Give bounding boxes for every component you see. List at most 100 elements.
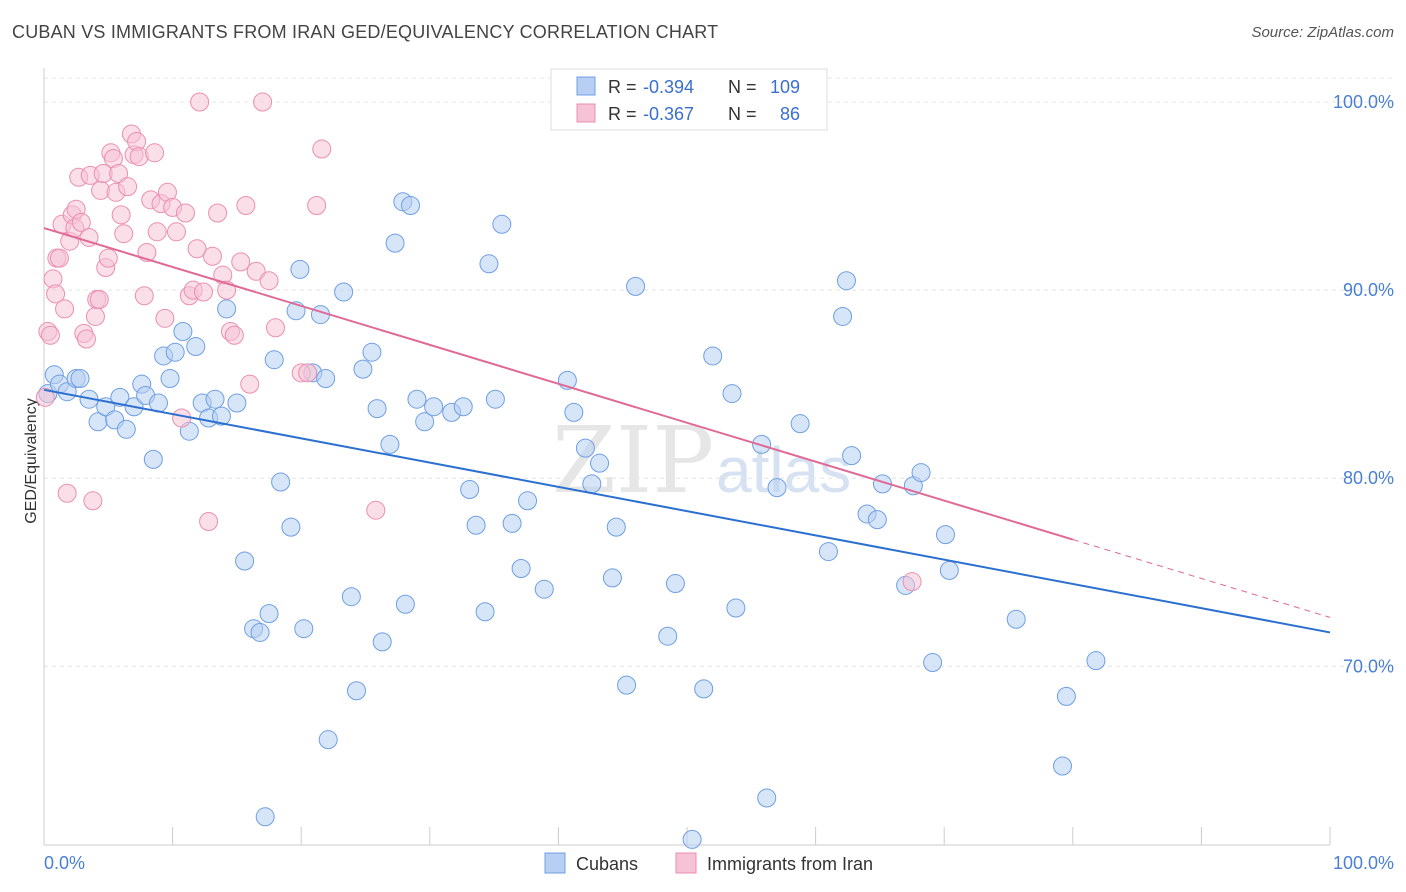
point-iran [114,224,134,244]
point-cubans [367,399,387,419]
point-cubans [836,271,856,291]
stats-legend: R = -0.394 N = 109 R = -0.367 N = 86 [550,68,828,131]
point-cubans [415,412,435,432]
chart-title: CUBAN VS IMMIGRANTS FROM IRAN GED/EQUIVA… [12,22,719,42]
point-cubans [1056,686,1076,706]
point-iran [172,408,192,428]
point-iran [202,246,222,266]
point-iran [265,318,285,338]
legend-r-value-2: -0.367 [643,104,694,124]
point-iran [57,483,77,503]
point-iran [35,387,55,407]
point-cubans [726,598,746,618]
point-iran [83,491,103,511]
trend-line-cubans [43,388,1331,634]
point-iran [208,203,228,223]
watermark-zip: ZIP [552,407,714,514]
point-cubans [923,653,943,673]
point-iran [246,261,266,281]
legend-n-value-1: 109 [770,77,800,97]
point-iran [46,284,66,304]
point-iran [224,325,244,345]
point-iran [307,195,327,215]
point-iran [76,329,96,349]
legend-n-label-2: N = [728,104,757,124]
legend-r-value-1: -0.394 [643,77,694,97]
point-iran [253,92,273,112]
point-cubans [235,551,255,571]
point-cubans [424,397,444,417]
point-cubans [511,559,531,578]
point-iran [85,306,105,326]
point-cubans [492,214,512,234]
gridlines [44,77,1394,667]
point-cubans [353,359,373,379]
y-tick-label: 80.0% [1343,468,1394,488]
point-iran [109,164,129,183]
point-iran [187,239,207,259]
watermark: ZIP atlas [552,407,851,514]
point-cubans [485,389,505,409]
point-cubans [564,402,584,422]
point-cubans [582,474,602,494]
point-cubans [271,472,291,492]
point-cubans [935,525,955,545]
point-cubans [227,393,247,413]
trend-lines [43,227,1331,634]
point-cubans [575,438,595,458]
point-cubans [318,730,338,750]
point-cubans [341,587,361,607]
point-cubans [160,369,180,389]
point-iran [155,308,175,328]
point-cubans [479,254,499,274]
point-iran [49,248,69,268]
point-iran [231,252,251,272]
point-cubans [453,397,473,417]
point-cubans [316,369,336,389]
point-cubans [143,449,163,469]
point-iran [145,143,165,163]
point-cubans [703,346,723,366]
point-cubans [665,574,685,594]
point-cubans [867,510,887,530]
point-cubans [116,419,136,439]
point-cubans [395,594,415,614]
point-cubans [658,626,678,646]
x-tick-label-right: 100.0% [1333,853,1394,873]
point-cubans [264,350,284,370]
legend-r-label-2: R = [608,104,637,124]
point-cubans [911,463,931,483]
point-iran [175,203,195,223]
point-cubans [590,453,610,473]
point-cubans [372,632,392,652]
point-cubans [682,829,702,849]
point-cubans [259,604,279,624]
point-cubans [110,387,130,407]
point-iran [40,325,60,345]
legend-n-label-1: N = [728,77,757,97]
point-cubans [626,276,646,296]
point-cubans [294,619,314,639]
point-iran [240,374,260,394]
point-cubans [518,491,538,511]
point-cubans [606,517,626,537]
point-iran [199,511,219,531]
point-cubans [334,282,354,302]
point-cubans [281,517,301,537]
series-legend: Cubans Immigrants from Iran [544,852,873,874]
point-iran [55,299,75,319]
point-cubans [757,788,777,808]
point-cubans [70,369,90,389]
point-cubans [211,406,231,426]
point-cubans [694,679,714,699]
point-cubans [290,259,310,279]
point-iran [147,222,167,242]
point-iran [190,92,210,112]
data-points [35,92,1106,849]
point-cubans [380,434,400,454]
point-cubans [1006,609,1026,629]
point-iran [166,222,186,242]
point-iran [111,205,131,225]
legend-box [550,68,828,131]
